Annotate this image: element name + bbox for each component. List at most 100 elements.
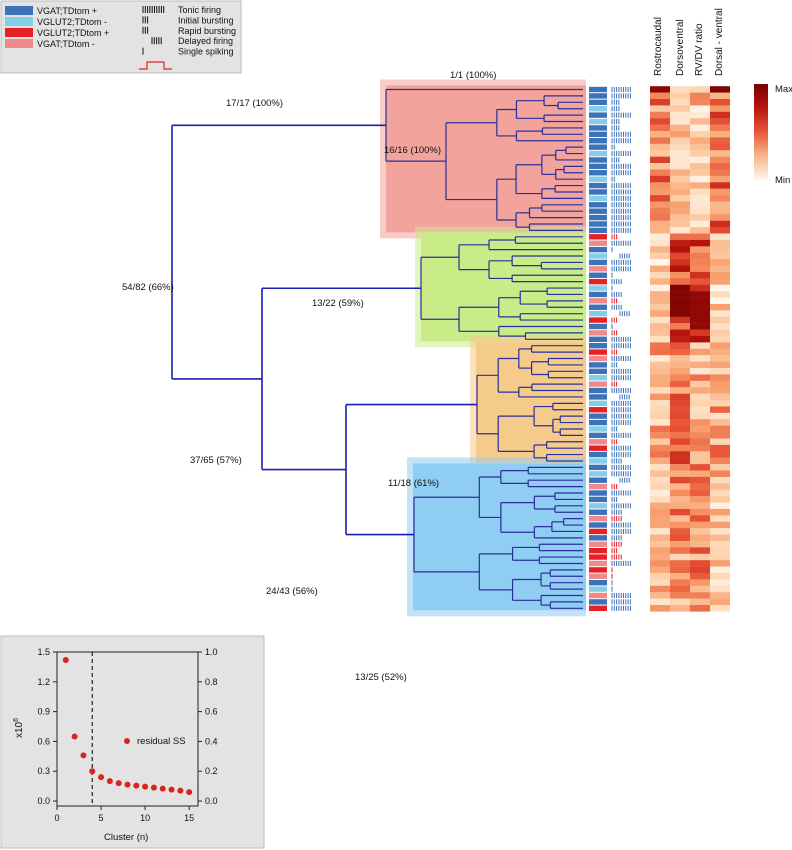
firing-pattern-glyph [611, 426, 618, 432]
heatmap-cell [710, 233, 730, 241]
heatmap-cell [650, 175, 670, 183]
heatmap-cell [670, 438, 690, 446]
genotype-cell [589, 253, 607, 259]
heatmap-cell [670, 400, 690, 407]
heatmap-cell [670, 233, 690, 241]
heatmap-cell [650, 86, 670, 93]
genotype-cell [589, 554, 607, 560]
firing-pattern-glyph [611, 151, 631, 157]
heatmap-cell [690, 502, 710, 510]
heatmap-cell [670, 86, 690, 93]
inset-data-point [142, 783, 149, 790]
firing-pattern-glyph [611, 291, 622, 297]
inset-data-point [62, 656, 69, 663]
inset-y-tick-label: 0.3 [37, 766, 50, 776]
heatmap-cell [650, 361, 670, 369]
heatmap-cell [710, 528, 730, 535]
firing-pattern-glyph [619, 311, 630, 317]
heatmap-cell [710, 451, 730, 458]
genotype-cell [589, 202, 607, 208]
firing-pattern-glyph [611, 157, 620, 163]
genotype-cell [589, 541, 607, 547]
firing-pattern-glyph [611, 592, 631, 598]
heatmap-cell [710, 464, 730, 471]
firing-pattern-glyph [611, 490, 631, 496]
firing-pattern-glyph [611, 548, 618, 554]
heatmap-cell [670, 207, 690, 215]
firing-pattern-glyph [611, 413, 631, 419]
heatmap-cell [690, 233, 710, 241]
heatmap-cell [710, 271, 730, 279]
heatmap-cell [670, 476, 690, 484]
heatmap-cell [650, 111, 670, 119]
firing-pattern-glyph [611, 195, 631, 201]
heatmap-cell [650, 156, 670, 164]
heatmap-cell [670, 310, 690, 317]
heatmap-cell [670, 124, 690, 132]
heatmap-cell [690, 207, 710, 215]
firing-pattern-glyph [611, 541, 622, 547]
genotype-cell [589, 407, 607, 413]
heatmap-cell [710, 361, 730, 369]
firing-pattern-glyph [611, 362, 618, 368]
heatmap-cell [690, 451, 710, 458]
firing-pattern-glyph [611, 119, 620, 125]
genotype-cell [589, 535, 607, 541]
heatmap-cell [690, 182, 710, 189]
heatmap-cell [710, 502, 730, 510]
heatmap-cell [690, 464, 710, 471]
genotype-cell [589, 246, 607, 253]
heatmap-column-label-rvdv-ratio: RV/DV ratio [694, 23, 705, 76]
heatmap-cell [670, 579, 690, 586]
root-node-label: 54/82 (66%) [122, 282, 174, 293]
heatmap-cell [670, 316, 690, 324]
inset-data-point [168, 786, 175, 793]
firing-pattern-glyph [611, 189, 631, 195]
genotype-cell [589, 304, 607, 310]
heatmap-cell [650, 150, 670, 157]
genotype-cell [589, 195, 607, 202]
heatmap-cell [690, 406, 710, 414]
heatmap-cell [670, 329, 690, 337]
firing-pattern-glyph [611, 343, 631, 349]
heatmap-cell [650, 271, 670, 279]
heatmap-cell [710, 335, 730, 343]
heatmap-cell [650, 515, 670, 522]
heatmap-cell [670, 368, 690, 375]
heatmap-cell [670, 143, 690, 151]
delayed-spikes-icon [151, 37, 162, 45]
heatmap-cell [690, 105, 710, 113]
heatmap-cell [710, 163, 730, 170]
heatmap-cell [650, 188, 670, 196]
heatmap-cell [690, 99, 710, 106]
heatmap-cell [690, 201, 710, 209]
firing-pattern-glyph [611, 259, 631, 265]
genotype-cell [589, 317, 607, 323]
heatmap-cell [650, 540, 670, 548]
inset-y-tick-label: 0.9 [37, 707, 50, 717]
inset-x-axis-label: Cluster (n) [104, 832, 148, 843]
genotype-cell [589, 323, 607, 330]
heatmap-cell [650, 265, 670, 273]
heatmap-cell [670, 252, 690, 260]
inset-y2-tick-label: 0.4 [205, 736, 218, 746]
heatmap-cell [650, 310, 670, 317]
cluster-box-orange [476, 341, 586, 463]
heatmap-cell [710, 137, 730, 145]
heatmap-cell [690, 297, 710, 305]
heatmap-cell [670, 598, 690, 606]
heatmap-cell [710, 342, 730, 349]
heatmap-cell [650, 342, 670, 349]
heatmap-cell [650, 163, 670, 170]
legend-genotype-label: VGLUT2;TDtom + [37, 28, 109, 38]
heatmap-cell [710, 572, 730, 580]
heatmap-cell [710, 496, 730, 503]
heatmap-cell [710, 207, 730, 215]
heatmap-cell [670, 412, 690, 420]
genotype-cell [589, 86, 607, 93]
firing-pattern-glyph [611, 317, 618, 323]
heatmap-cell [650, 470, 670, 478]
firing-pattern-glyph [611, 605, 631, 611]
heatmap-cell [670, 278, 690, 285]
